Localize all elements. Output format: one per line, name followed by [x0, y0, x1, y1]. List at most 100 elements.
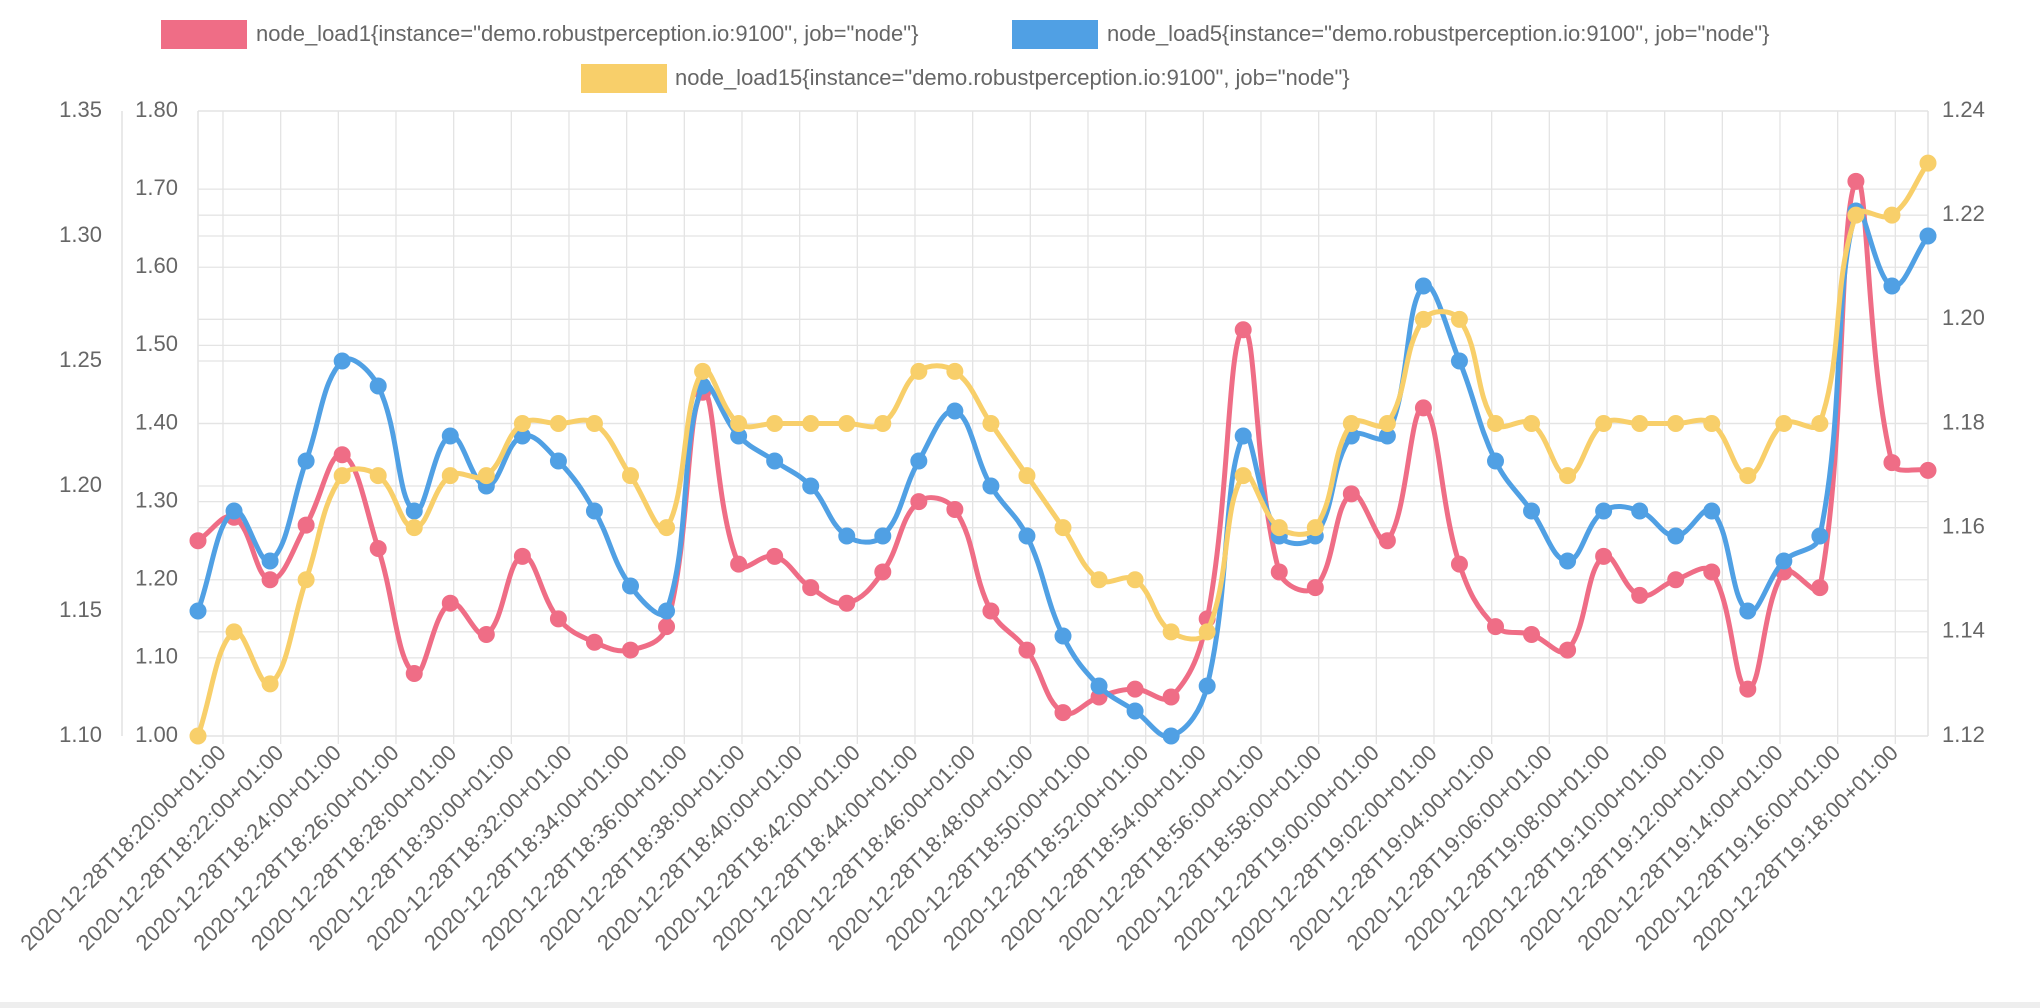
y-tick-label: 1.22: [1942, 201, 1985, 226]
data-point: [369, 467, 387, 485]
y-tick-label: 1.15: [59, 597, 102, 622]
data-point: [1162, 623, 1180, 641]
data-point: [297, 516, 315, 534]
data-point: [1162, 688, 1180, 706]
data-point: [477, 625, 495, 643]
legend-label[interactable]: node_load15{instance="demo.robustpercept…: [675, 65, 1350, 90]
grid: [198, 110, 1928, 744]
data-point: [910, 362, 928, 380]
data-point: [1739, 680, 1757, 698]
data-point: [1270, 563, 1288, 581]
y-tick-label: 1.10: [59, 722, 102, 747]
data-point: [441, 427, 459, 445]
data-point: [1234, 467, 1252, 485]
data-point: [1090, 677, 1108, 695]
y-tick-label: 1.30: [59, 222, 102, 247]
data-point: [910, 452, 928, 470]
data-point: [1198, 623, 1216, 641]
y-tick-label: 1.35: [59, 97, 102, 122]
data-point: [1811, 527, 1829, 545]
data-point: [658, 618, 676, 636]
data-point: [189, 727, 207, 745]
y-tick-label: 1.16: [1942, 513, 1985, 538]
legend-swatch[interactable]: [161, 20, 247, 49]
data-point: [297, 452, 315, 470]
data-point: [838, 527, 856, 545]
y-tick-label: 1.10: [135, 644, 178, 669]
data-point: [333, 352, 351, 370]
data-point: [910, 493, 928, 511]
data-point: [1667, 571, 1685, 589]
legend-label[interactable]: node_load5{instance="demo.robustpercepti…: [1107, 21, 1769, 46]
data-point: [1450, 555, 1468, 573]
data-point: [1883, 277, 1901, 295]
legend: node_load1{instance="demo.robustpercepti…: [161, 20, 1769, 93]
data-point: [1703, 415, 1721, 432]
y-tick-label: 1.40: [135, 409, 178, 434]
data-point: [1162, 727, 1180, 745]
data-point: [730, 415, 748, 432]
data-point: [1342, 415, 1360, 432]
data-point: [802, 477, 820, 495]
data-point: [1631, 415, 1649, 432]
scrollbar: [0, 1002, 2040, 1008]
data-point: [1847, 206, 1865, 224]
data-point: [369, 540, 387, 557]
data-point: [1054, 519, 1072, 537]
data-point: [549, 610, 567, 628]
legend-swatch[interactable]: [581, 64, 667, 93]
data-point: [369, 377, 387, 395]
data-point: [730, 555, 748, 573]
data-point: [1126, 702, 1144, 720]
data-point: [1775, 552, 1793, 570]
data-point: [1342, 485, 1360, 503]
data-point: [1018, 467, 1036, 485]
data-point: [658, 519, 676, 537]
data-point: [874, 415, 892, 432]
data-point: [838, 415, 856, 432]
data-point: [441, 467, 459, 485]
y-tick-label: 1.18: [1942, 409, 1985, 434]
data-point: [1811, 415, 1829, 432]
data-point: [694, 362, 712, 380]
legend-swatch[interactable]: [1012, 20, 1098, 49]
data-point: [261, 675, 279, 693]
data-point: [1378, 415, 1396, 432]
series-line: [195, 205, 1931, 740]
data-point: [946, 500, 964, 518]
data-point: [333, 446, 351, 464]
data-point: [1919, 154, 1937, 172]
data-point: [1703, 563, 1721, 581]
data-point: [1198, 677, 1216, 695]
data-point: [1306, 519, 1324, 537]
data-point: [297, 571, 315, 589]
data-point: [1667, 527, 1685, 545]
data-point: [1378, 532, 1396, 550]
data-point: [982, 415, 1000, 432]
y-tick-label: 1.24: [1942, 97, 1985, 122]
data-point: [189, 532, 207, 550]
data-point: [982, 602, 1000, 620]
data-point: [1523, 625, 1541, 643]
series-line: [196, 177, 1929, 717]
data-point: [513, 547, 531, 565]
data-point: [622, 641, 639, 659]
data-point: [1631, 586, 1649, 604]
data-point: [1450, 310, 1468, 328]
legend-label[interactable]: node_load1{instance="demo.robustpercepti…: [256, 21, 918, 46]
data-point: [1487, 618, 1504, 636]
y-tick-label: 1.25: [59, 347, 102, 372]
data-point: [1487, 415, 1504, 432]
data-point: [622, 577, 639, 595]
data-point: [1595, 415, 1613, 432]
data-point: [1450, 352, 1468, 370]
data-point: [441, 594, 459, 612]
data-point: [405, 519, 423, 537]
data-point: [802, 415, 820, 432]
data-point: [1234, 427, 1252, 445]
data-point: [1559, 552, 1577, 570]
data-point: [1054, 627, 1072, 645]
data-point: [405, 502, 423, 520]
